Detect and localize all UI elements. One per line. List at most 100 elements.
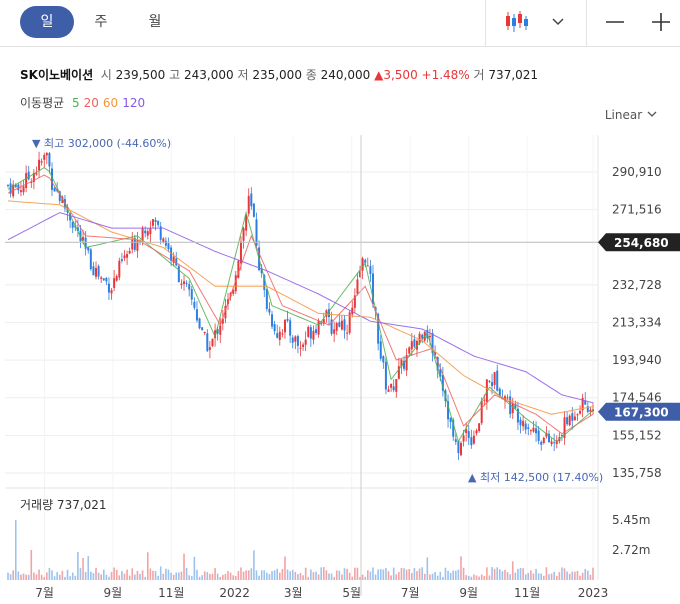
candle-body [201,327,204,331]
candle-body [118,260,121,278]
candle-body [558,437,561,442]
volume-bar [84,571,87,580]
candlestick-icon[interactable] [503,8,533,38]
volume-bar [294,571,297,580]
x-tick-label: 11월 [158,586,184,600]
candle-body [338,322,341,327]
candle-body [330,319,333,334]
candle-body [545,433,548,437]
candle-body [19,190,22,193]
candle-body [263,275,266,290]
candle-body [48,153,51,167]
candle-body [413,339,416,347]
candle-body [434,352,437,356]
volume-bar [545,567,548,580]
volume-bar [584,568,587,580]
volume-bar [493,568,496,580]
candle-body [441,375,444,391]
zoom-in-icon[interactable] [646,8,676,38]
volume-bar [372,567,374,580]
candle-body [568,415,571,426]
candle-body [563,417,566,438]
candle-body [30,181,33,183]
ma-label: 이동평균 [20,96,65,110]
candle-body [120,259,123,261]
zoom-out-icon[interactable] [600,8,630,38]
volume-bar [408,569,411,580]
candle-body [17,184,20,191]
volume-bar [488,575,491,580]
volume-bar [341,574,343,580]
volume-bar [421,567,423,580]
moving-average-legend: 이동평균 5 20 60 120 [20,94,145,111]
volume-bar [193,556,196,580]
volume-bar [561,567,563,580]
volume-bar [232,575,234,580]
volume-bar [514,572,517,580]
volume-bar [480,574,483,580]
candle-body [56,189,59,192]
volume-bar [271,571,273,580]
candle-body [527,427,530,429]
candle-body [573,416,576,421]
volume-bar [511,561,514,580]
candle-body [71,221,74,228]
candle-body [61,196,64,204]
chevron-down-icon[interactable] [548,8,568,38]
candle-body [198,318,201,329]
volume-value: 737,021 [488,68,539,82]
candle-body [309,327,312,339]
candle-body [242,228,245,241]
volume-bar [74,575,77,580]
volume-bar [61,570,64,580]
volume-bar [115,569,118,580]
y-tick-label: 232,728 [612,278,662,292]
candle-body [400,359,403,367]
scale-selector[interactable]: Linear [605,108,658,122]
tab-daily[interactable]: 일 [20,6,74,38]
chevron-down-icon [647,111,657,117]
volume-bar [134,574,136,580]
open-value: 239,500 [115,68,166,82]
volume-bar [100,574,102,580]
candle-body [509,396,512,415]
volume-bar [338,570,341,580]
crosshair-price-tag: 254,680 [614,236,669,250]
volume-bar [418,568,421,580]
volume-bar [444,567,447,580]
volume-bar [576,570,579,580]
volume-bar [532,573,535,580]
candle-body [136,240,139,251]
volume-bar [348,572,351,580]
volume-bar [548,574,550,580]
volume-bar [273,570,276,580]
volume-bar [25,574,27,580]
candle-body [245,214,248,231]
tab-monthly[interactable]: 월 [148,14,162,30]
candle-body [32,172,35,182]
volume-bar [478,576,480,580]
candle-body [592,409,594,412]
change-percent: +1.48% [421,68,470,82]
volume-bar [20,574,22,580]
volume-bar [14,520,17,580]
candle-body [281,333,284,335]
candle-body [195,309,198,321]
volume-bar [250,568,253,580]
candle-body [581,397,584,411]
candle-body [304,339,307,345]
volume-bar [234,575,237,580]
volume-bar [278,572,281,580]
volume-bar [571,571,574,580]
candle-body [426,329,429,339]
candle-body [584,400,587,405]
volume-bar [146,552,149,580]
volume-bar [382,569,385,580]
candle-body [488,380,491,382]
tab-weekly[interactable]: 주 [94,14,108,30]
volume-bar [188,575,190,580]
candle-body [485,379,488,403]
candle-body [188,284,191,290]
volume-bar [374,574,377,580]
volume-bar [519,567,522,580]
